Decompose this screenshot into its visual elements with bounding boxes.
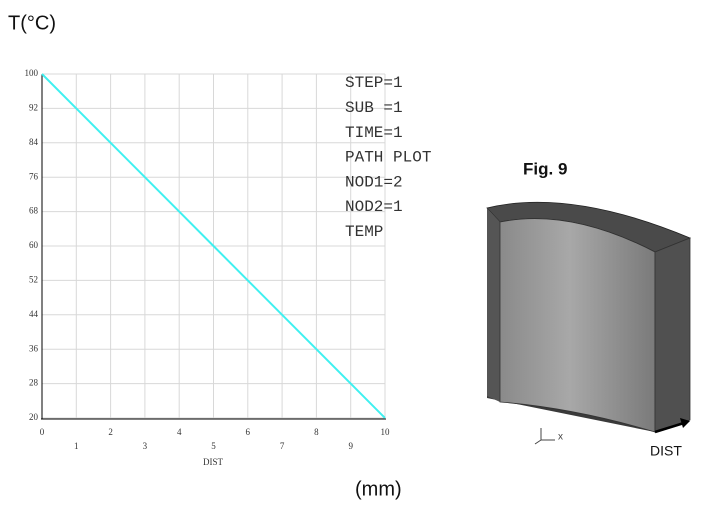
figure: T(°C) (mm) DIST Fig. 9 DIST x 2028364452… — [0, 0, 705, 511]
arrow-label: DIST — [650, 443, 682, 459]
annotation: TIME=1 — [345, 124, 403, 142]
annotation: PATH PLOT — [345, 149, 431, 167]
model-front — [500, 219, 655, 432]
x-unit-label: (mm) — [355, 478, 402, 500]
x-tick-label: 1 — [74, 441, 79, 451]
y-tick-label: 84 — [29, 137, 39, 147]
x-tick-label: 8 — [314, 427, 319, 437]
x-tick-label: 5 — [211, 441, 216, 451]
x-tick-label: 3 — [143, 441, 148, 451]
x-tick-label: 4 — [177, 427, 182, 437]
model-right — [655, 238, 690, 432]
legend-entry: TEMP — [345, 223, 383, 241]
x-tick-label: 2 — [108, 427, 113, 437]
x-tick-label: 9 — [348, 441, 353, 451]
y-tick-label: 92 — [29, 102, 38, 112]
annotation: SUB =1 — [345, 99, 403, 117]
figure-label: Fig. 9 — [523, 159, 567, 178]
y-tick-label: 28 — [29, 378, 39, 388]
annotation: NOD2=1 — [345, 198, 403, 216]
x-tick-label: 6 — [246, 427, 251, 437]
y-tick-label: 100 — [25, 68, 39, 78]
3d-model: DIST x — [487, 202, 690, 458]
y-tick-label: 36 — [29, 343, 39, 353]
model-left — [487, 208, 500, 402]
x-tick-label: 0 — [40, 427, 45, 437]
y-tick-label: 20 — [29, 412, 39, 422]
annotation: NOD1=2 — [345, 173, 403, 191]
y-tick-label: 52 — [29, 274, 38, 284]
y-tick-label: 68 — [29, 206, 39, 216]
y-axis-label: T(°C) — [8, 12, 56, 34]
x-axis-label: DIST — [203, 457, 224, 467]
triad-label: x — [558, 432, 563, 443]
y-tick-label: 60 — [29, 240, 39, 250]
y-tick-label: 76 — [29, 171, 39, 181]
annotation: STEP=1 — [345, 74, 403, 92]
triad-z — [535, 440, 541, 444]
x-tick-label: 7 — [280, 441, 285, 451]
x-tick-label: 10 — [381, 427, 391, 437]
y-tick-label: 44 — [29, 309, 39, 319]
